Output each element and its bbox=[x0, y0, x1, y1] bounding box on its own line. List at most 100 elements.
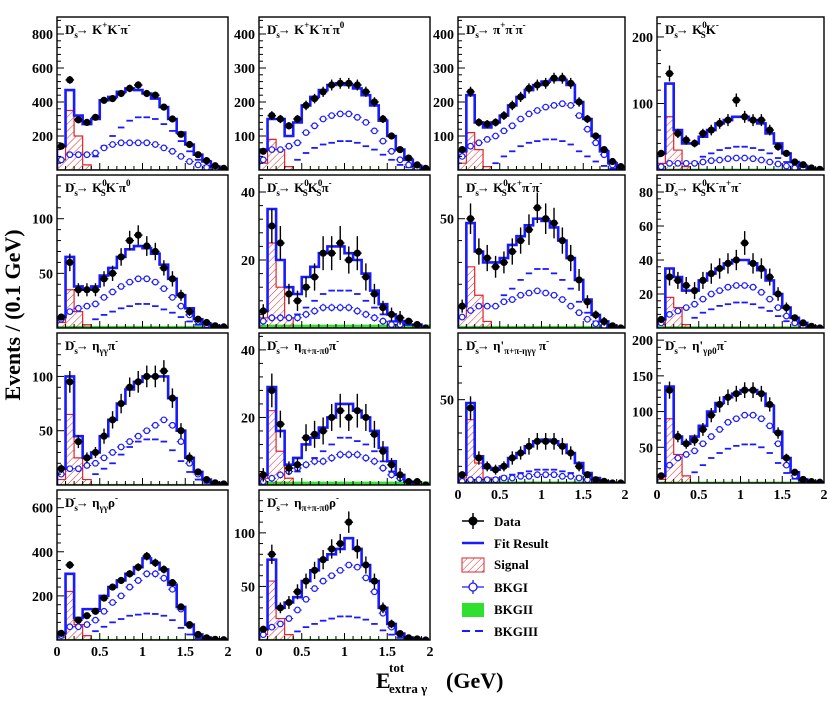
bkg1-point bbox=[91, 149, 100, 157]
bkg1-point bbox=[361, 454, 371, 462]
data-point bbox=[404, 154, 413, 162]
x-axis-label-sub: extra γ bbox=[389, 681, 427, 696]
bkg1-point bbox=[318, 115, 328, 123]
data-point bbox=[483, 244, 492, 272]
data-point bbox=[673, 430, 683, 443]
data-point bbox=[723, 389, 733, 406]
bkg1-point bbox=[276, 314, 285, 322]
bkg1-point bbox=[682, 159, 691, 167]
bkg1-point bbox=[474, 139, 484, 147]
data-point bbox=[344, 403, 354, 431]
bkg1-point bbox=[690, 159, 699, 167]
data-point bbox=[202, 318, 211, 327]
data-point bbox=[310, 263, 319, 291]
y-tick-label: 100 bbox=[234, 527, 255, 542]
bkg1-point bbox=[765, 295, 774, 303]
data-point bbox=[657, 149, 666, 157]
legend-bkg1: BKGI bbox=[462, 580, 528, 595]
legend-signal: Signal bbox=[461, 557, 529, 573]
y-tick-label: 50 bbox=[39, 425, 53, 440]
panel-plot-area bbox=[259, 207, 430, 328]
data-point bbox=[541, 203, 550, 235]
bkg1-point bbox=[193, 161, 203, 169]
data-point bbox=[344, 511, 354, 533]
bkg1-point bbox=[108, 288, 117, 296]
bkg1-point bbox=[108, 449, 117, 456]
legend-bkg1-label: BKGI bbox=[494, 580, 528, 595]
data-point bbox=[108, 411, 117, 429]
panel-plot-area bbox=[657, 65, 824, 170]
data-point bbox=[715, 118, 724, 129]
bkg1-point bbox=[378, 317, 388, 325]
bkg1-point bbox=[82, 621, 92, 628]
data-point bbox=[682, 135, 691, 145]
data-point bbox=[483, 120, 492, 129]
data-point bbox=[116, 393, 126, 414]
data-point bbox=[276, 602, 285, 614]
data-point bbox=[723, 253, 733, 274]
data-point bbox=[599, 146, 609, 154]
data-point bbox=[782, 302, 791, 313]
bkg1-point bbox=[318, 303, 328, 312]
data-point bbox=[387, 457, 396, 472]
data-point bbox=[690, 139, 699, 148]
bkg1-point bbox=[176, 152, 186, 160]
bkg1-point bbox=[151, 278, 160, 286]
bkg1-point bbox=[665, 311, 674, 318]
bkg1-point bbox=[202, 164, 211, 170]
data-point bbox=[798, 319, 808, 327]
data-point bbox=[549, 72, 559, 84]
data-point bbox=[508, 238, 517, 265]
data-point bbox=[142, 365, 152, 388]
data-point bbox=[765, 124, 774, 136]
data-point bbox=[707, 263, 716, 284]
y-tick-label: 150 bbox=[632, 370, 653, 385]
bkg1-point bbox=[516, 472, 525, 480]
bkg1-point bbox=[284, 314, 294, 322]
bkg1-point bbox=[491, 302, 500, 310]
data-point bbox=[757, 258, 766, 279]
panel-title: Ds-→ ηπ+π-π0ρ- bbox=[267, 493, 339, 513]
data-point bbox=[773, 287, 783, 301]
bkg1-point bbox=[116, 592, 126, 600]
data-point bbox=[108, 95, 117, 103]
bkg1-point bbox=[284, 615, 294, 622]
bkg1-point bbox=[698, 295, 708, 303]
x-tick-label: 2 bbox=[427, 645, 434, 660]
bkg1-point bbox=[99, 607, 109, 615]
data-point bbox=[682, 277, 691, 294]
bkg1-point bbox=[524, 472, 534, 480]
y-tick-label: 200 bbox=[32, 590, 53, 605]
fit-result-line bbox=[259, 385, 430, 485]
data-point bbox=[466, 86, 475, 97]
data-point bbox=[370, 573, 379, 589]
data-point bbox=[404, 478, 413, 485]
data-point bbox=[65, 253, 75, 272]
bkg1-point bbox=[344, 110, 354, 118]
data-point bbox=[608, 157, 617, 166]
bkg1-point bbox=[276, 471, 285, 479]
data-point bbox=[773, 142, 783, 151]
data-point bbox=[259, 468, 268, 482]
bkg1-point bbox=[748, 411, 758, 419]
data-point bbox=[474, 451, 484, 465]
bkg1-point bbox=[301, 460, 311, 469]
panel-title: Ds-→ ηπ+π-π0π- bbox=[267, 336, 339, 356]
panel-frame bbox=[258, 16, 431, 171]
data-point bbox=[790, 314, 799, 322]
data-point bbox=[65, 75, 75, 84]
bkg1-point bbox=[310, 307, 319, 315]
bkg1-point bbox=[466, 307, 475, 314]
panel-plot-area bbox=[458, 396, 625, 483]
data-point bbox=[57, 142, 66, 150]
panel-title: Ds-→ K+K-π-π0 bbox=[267, 20, 345, 40]
x-tick-label: 0.5 bbox=[690, 488, 708, 503]
data-point bbox=[807, 477, 816, 483]
bkg1-point bbox=[757, 415, 766, 423]
panel-plot-area bbox=[657, 381, 824, 483]
data-point bbox=[566, 244, 575, 272]
bkg1-point bbox=[353, 450, 362, 459]
